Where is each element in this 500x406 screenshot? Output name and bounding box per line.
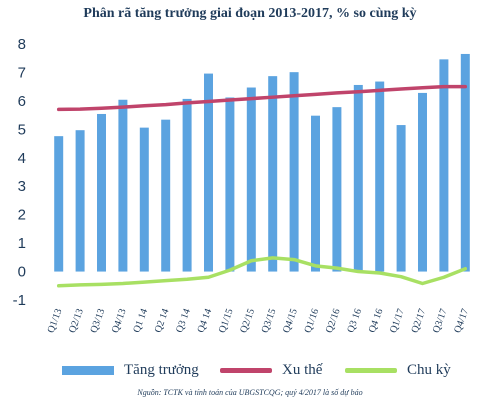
bar-series xyxy=(54,53,470,272)
y-tick-label: 6 xyxy=(18,93,26,110)
bar xyxy=(332,107,342,272)
x-tick-label: Q2 14 xyxy=(153,307,172,334)
x-tick-label: Q1/17 xyxy=(388,307,407,334)
source-note: Nguồn: TCTK và tính toán của UBGSTCQG; q… xyxy=(137,388,363,397)
bar xyxy=(54,136,64,272)
legend-swatch-cycle xyxy=(345,367,397,373)
x-tick-label: Q4/17 xyxy=(452,307,471,334)
bar xyxy=(353,84,363,272)
x-axis-labels: Q1/13 Q2/13 Q3/13 Q4/13 Q1 14 Q2 14 Q3 14 Q4 14… xyxy=(46,307,471,334)
y-axis: -1 0 1 2 3 4 5 6 7 8 xyxy=(13,36,26,309)
x-tick-label: Q1/16 xyxy=(302,307,321,334)
x-tick-label: Q3 14 xyxy=(174,307,193,334)
y-tick-label: 3 xyxy=(18,178,26,195)
bar xyxy=(246,87,256,272)
legend-item-growth: Tăng trưởng xyxy=(62,358,199,382)
bar xyxy=(396,125,406,272)
y-tick-label: 1 xyxy=(18,235,26,252)
bar xyxy=(118,99,128,272)
bar xyxy=(460,53,470,272)
legend-label-growth: Tăng trưởng xyxy=(124,361,199,378)
x-tick-label: Q4/13 xyxy=(110,307,129,334)
bar xyxy=(375,81,385,272)
bar xyxy=(439,59,449,272)
legend-swatch-trend xyxy=(220,367,272,373)
bar xyxy=(97,113,106,272)
x-tick-label: Q3/17 xyxy=(431,307,450,334)
bar xyxy=(268,76,278,272)
y-tick-label: -1 xyxy=(13,292,26,309)
y-tick-label: 0 xyxy=(18,264,26,281)
x-tick-label: Q4 16 xyxy=(367,307,386,334)
line-series xyxy=(56,84,468,288)
x-tick-label: Q4 14 xyxy=(196,307,215,334)
bar xyxy=(204,73,213,272)
x-tick-label: Q2/16 xyxy=(324,307,343,334)
y-tick-label: 8 xyxy=(18,36,26,53)
series-line-trend xyxy=(56,84,468,112)
y-tick-label: 4 xyxy=(18,150,26,167)
bar xyxy=(139,127,149,272)
legend-item-trend: Xu thế xyxy=(220,358,322,382)
legend-label-trend: Xu thế xyxy=(282,361,323,378)
legend-item-cycle: Chu kỳ xyxy=(345,358,451,382)
bar xyxy=(289,72,299,272)
bar xyxy=(161,119,171,272)
x-tick-label: Q2/13 xyxy=(67,307,86,334)
legend-label-cycle: Chu kỳ xyxy=(407,361,451,378)
x-tick-label: Q3/13 xyxy=(88,307,107,334)
bar xyxy=(311,115,320,272)
x-tick-label: Q3 16 xyxy=(345,307,364,334)
bar xyxy=(418,92,427,272)
x-tick-label: Q2/17 xyxy=(409,307,428,334)
y-tick-label: 7 xyxy=(18,64,26,81)
chart-title: Phân rã tăng trưởng giai đoạn 2013-2017,… xyxy=(83,6,417,21)
x-tick-label: Q1/13 xyxy=(46,307,65,334)
x-tick-label: Q1 14 xyxy=(131,307,150,334)
y-tick-label: 5 xyxy=(18,121,26,138)
x-tick-label: Q3/15 xyxy=(260,307,279,334)
legend: Tăng trưởng Xu thế Chu kỳ xyxy=(0,358,500,382)
y-tick-label: 2 xyxy=(18,207,26,224)
x-tick-label: Q2/15 xyxy=(238,307,257,334)
bar xyxy=(75,130,85,272)
x-tick-label: Q1/15 xyxy=(217,307,236,334)
bar xyxy=(182,98,192,272)
legend-swatch-growth xyxy=(62,365,114,375)
bar xyxy=(225,97,235,272)
series-line-cycle xyxy=(56,256,468,288)
x-tick-label: Q4/15 xyxy=(281,307,300,334)
